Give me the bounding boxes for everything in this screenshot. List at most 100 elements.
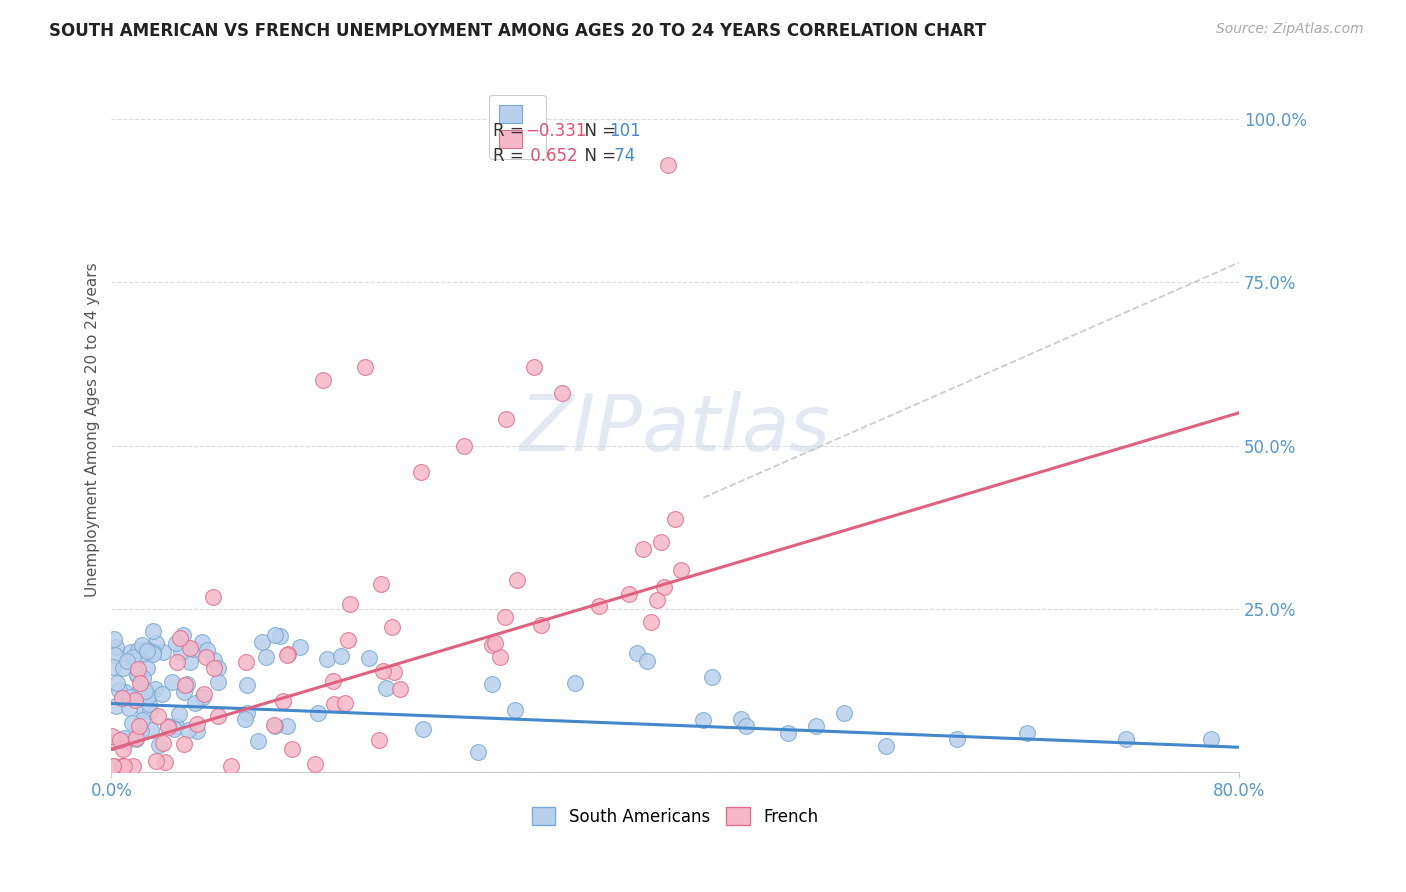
- Point: [371, 664, 394, 678]
- Point: [252, 634, 274, 648]
- Point: [136, 644, 159, 658]
- Point: [152, 645, 174, 659]
- Point: [112, 731, 135, 745]
- Point: [136, 689, 159, 703]
- Point: [165, 719, 187, 733]
- Point: [136, 661, 159, 675]
- Point: [1017, 726, 1039, 740]
- Point: [160, 675, 183, 690]
- Point: [1199, 732, 1222, 747]
- Point: [195, 650, 218, 665]
- Point: [112, 741, 135, 756]
- Point: [357, 650, 380, 665]
- Point: [132, 671, 155, 685]
- Point: [276, 719, 298, 733]
- Point: [315, 651, 337, 665]
- Point: [467, 745, 489, 759]
- Point: [150, 687, 173, 701]
- Point: [453, 438, 475, 452]
- Point: [484, 636, 506, 650]
- Point: [650, 535, 672, 549]
- Point: [481, 639, 503, 653]
- Point: [176, 677, 198, 691]
- Point: [381, 620, 404, 634]
- Point: [692, 713, 714, 727]
- Point: [104, 640, 127, 654]
- Point: [118, 700, 141, 714]
- Point: [138, 697, 160, 711]
- Point: [127, 662, 149, 676]
- Point: [207, 675, 229, 690]
- Point: [167, 706, 190, 721]
- Point: [134, 684, 156, 698]
- Point: [636, 654, 658, 668]
- Point: [179, 641, 201, 656]
- Text: Source: ZipAtlas.com: Source: ZipAtlas.com: [1216, 22, 1364, 37]
- Legend: South Americans, French: South Americans, French: [526, 800, 825, 832]
- Text: 74: 74: [609, 147, 636, 165]
- Point: [122, 758, 145, 772]
- Point: [202, 591, 225, 605]
- Text: N =: N =: [574, 147, 621, 165]
- Point: [333, 696, 356, 710]
- Point: [191, 634, 214, 648]
- Point: [111, 691, 134, 706]
- Point: [280, 742, 302, 756]
- Point: [142, 624, 165, 639]
- Point: [617, 587, 640, 601]
- Text: N =: N =: [574, 122, 621, 140]
- Point: [530, 618, 553, 632]
- Point: [652, 580, 675, 594]
- Point: [100, 729, 122, 743]
- Point: [193, 687, 215, 701]
- Point: [219, 758, 242, 772]
- Point: [114, 685, 136, 699]
- Point: [273, 694, 295, 708]
- Point: [312, 373, 335, 387]
- Point: [105, 676, 128, 690]
- Point: [370, 577, 392, 591]
- Point: [551, 386, 574, 401]
- Point: [127, 686, 149, 700]
- Point: [633, 541, 655, 556]
- Point: [101, 659, 124, 673]
- Point: [277, 648, 299, 662]
- Point: [329, 649, 352, 664]
- Y-axis label: Unemployment Among Ages 20 to 24 years: Unemployment Among Ages 20 to 24 years: [86, 262, 100, 597]
- Point: [129, 675, 152, 690]
- Point: [104, 698, 127, 713]
- Point: [142, 645, 165, 659]
- Point: [481, 677, 503, 691]
- Point: [176, 723, 198, 738]
- Text: 0.652: 0.652: [524, 147, 578, 165]
- Point: [233, 712, 256, 726]
- Text: R =: R =: [492, 147, 529, 165]
- Point: [564, 676, 586, 690]
- Text: 101: 101: [609, 122, 641, 140]
- Point: [165, 636, 187, 650]
- Point: [127, 668, 149, 682]
- Point: [121, 715, 143, 730]
- Point: [115, 654, 138, 668]
- Text: −0.331: −0.331: [524, 122, 586, 140]
- Point: [135, 641, 157, 656]
- Point: [115, 734, 138, 748]
- Point: [173, 684, 195, 698]
- Point: [367, 733, 389, 747]
- Point: [804, 719, 827, 733]
- Point: [263, 628, 285, 642]
- Point: [339, 597, 361, 611]
- Point: [207, 661, 229, 675]
- Point: [186, 723, 208, 738]
- Point: [173, 737, 195, 751]
- Point: [127, 643, 149, 657]
- Point: [100, 735, 122, 749]
- Point: [246, 734, 269, 748]
- Point: [730, 712, 752, 726]
- Point: [186, 716, 208, 731]
- Point: [120, 645, 142, 659]
- Text: ZIPatlas: ZIPatlas: [520, 392, 831, 467]
- Point: [139, 704, 162, 718]
- Point: [124, 692, 146, 706]
- Point: [337, 632, 360, 647]
